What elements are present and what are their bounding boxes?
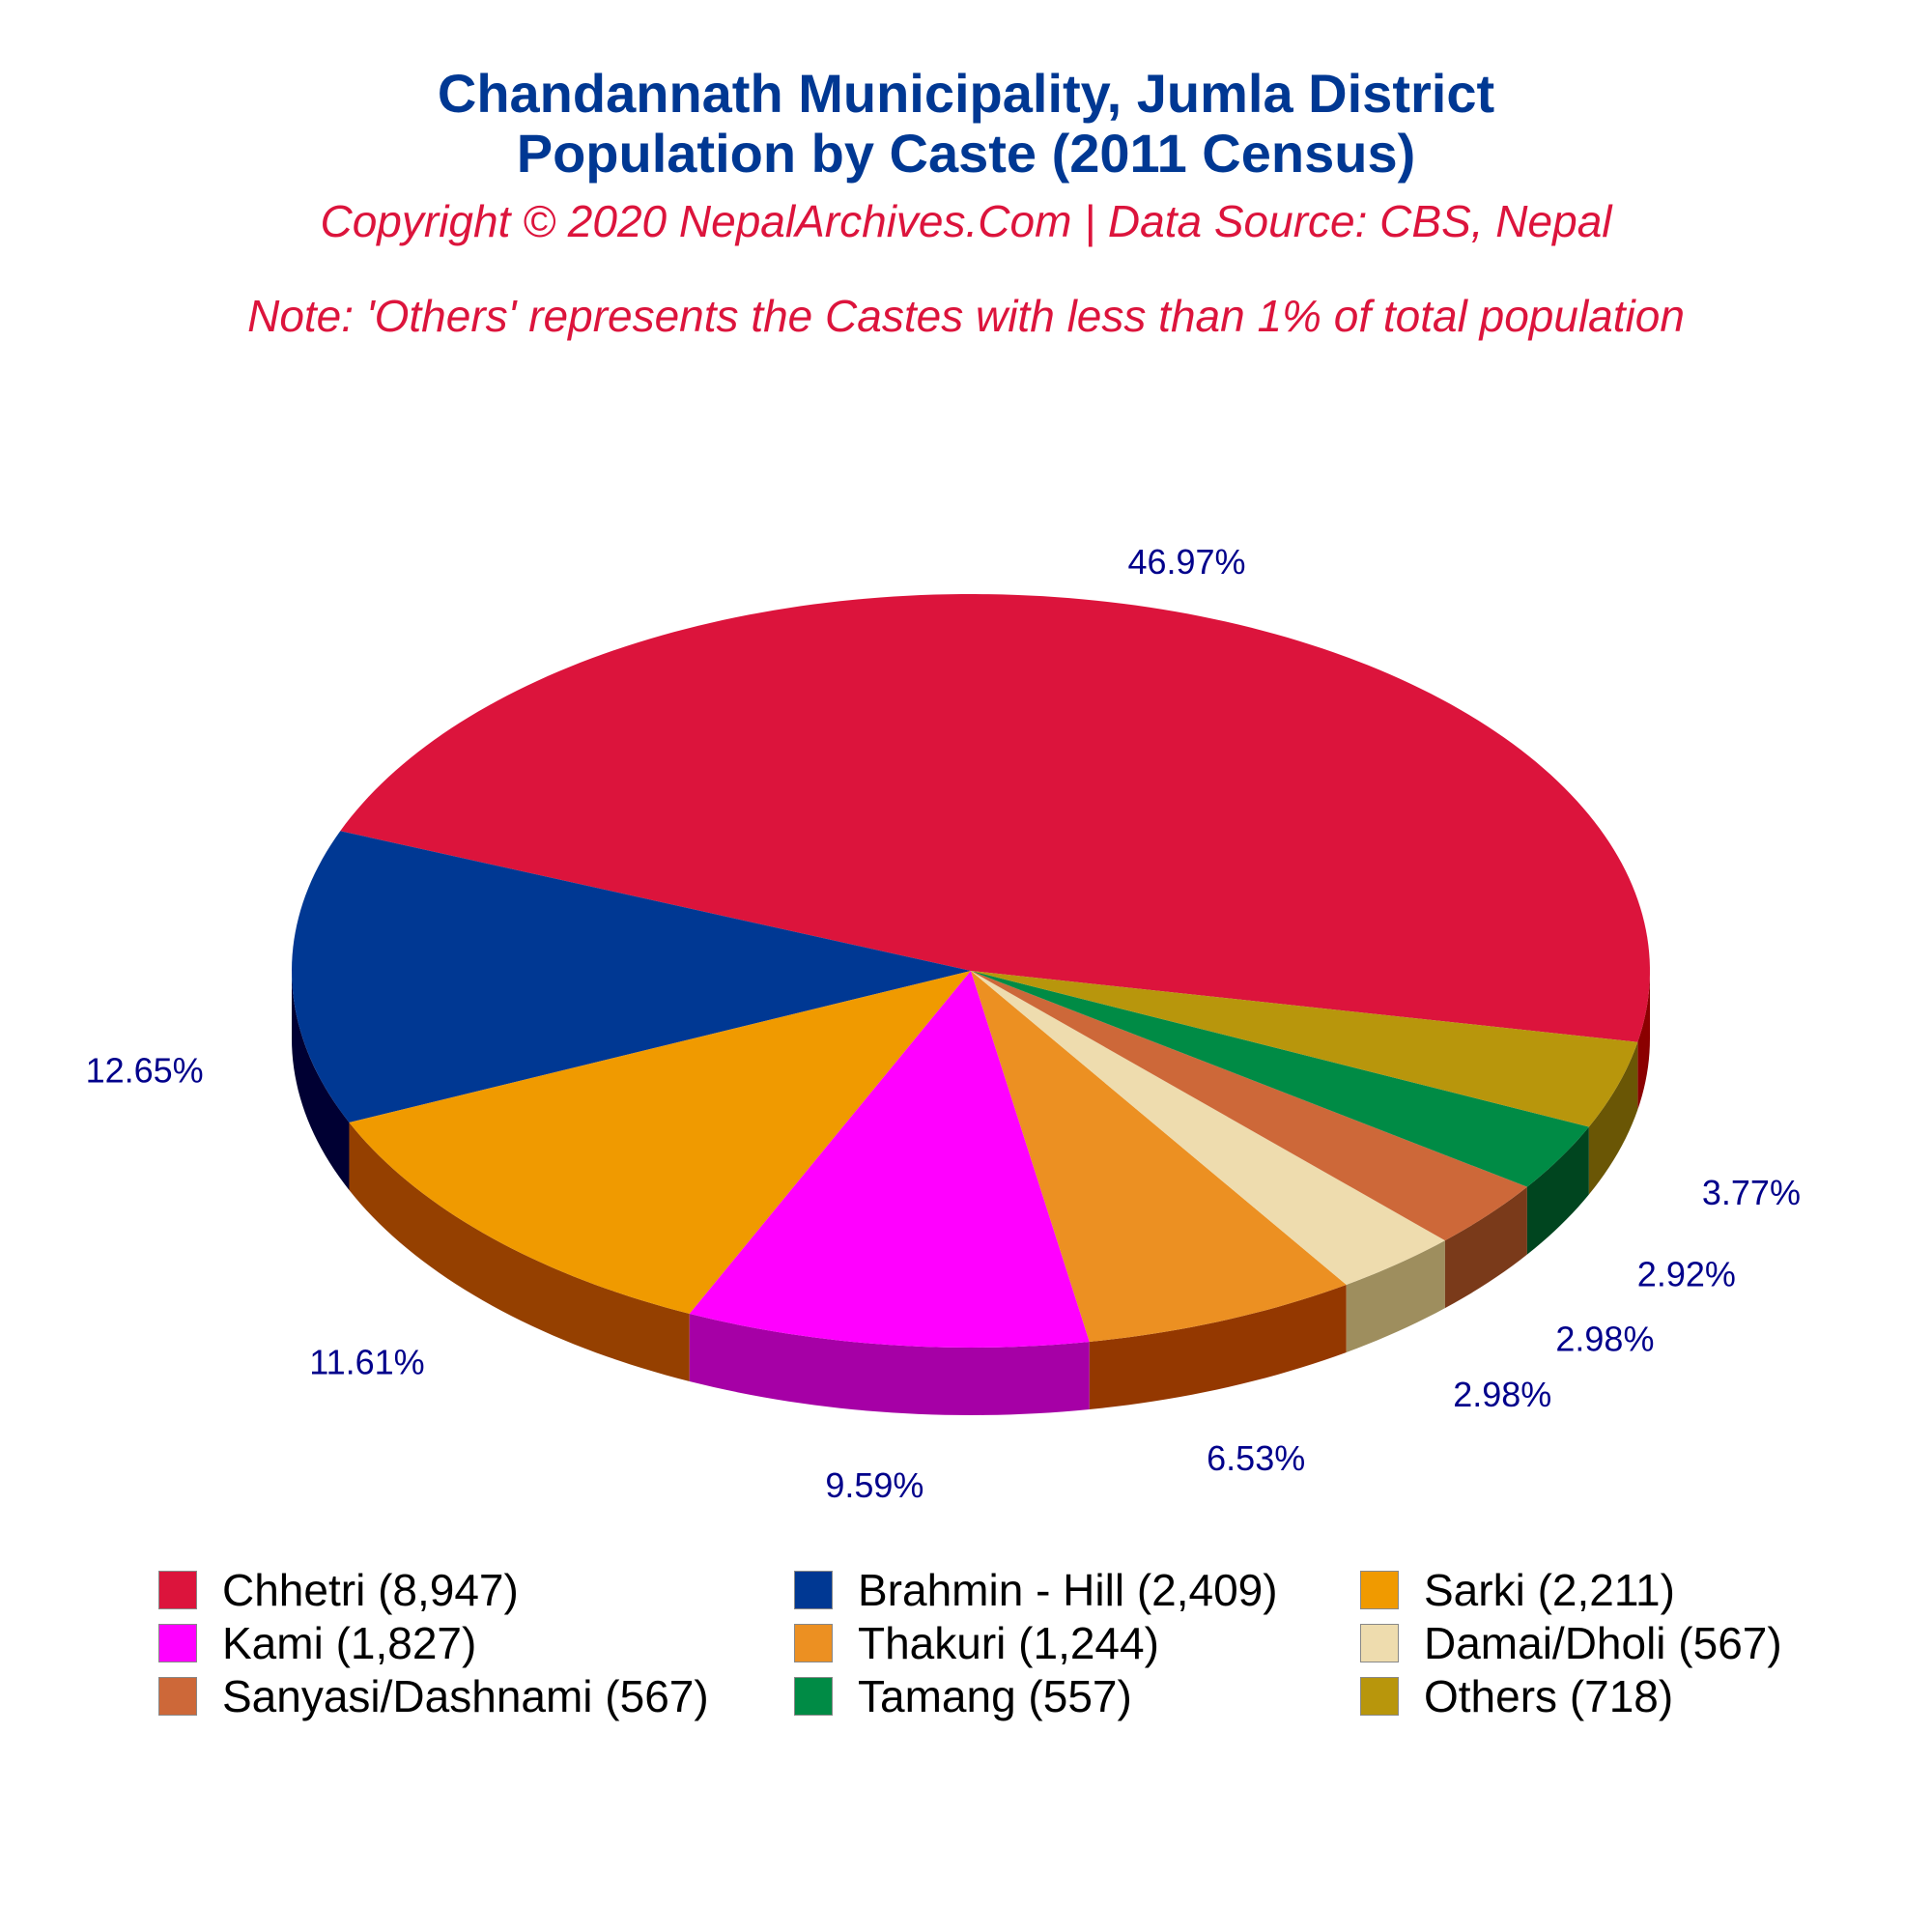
percent-label-tamang: 2.92%: [1637, 1255, 1736, 1294]
pie-slice-damai-dholi: [971, 971, 1445, 1285]
pie-depth: [292, 971, 1650, 1415]
legend-item: Thakuri (1,244): [794, 1616, 1159, 1670]
legend-swatch: [158, 1624, 197, 1662]
percent-label-damai-dholi: 2.98%: [1453, 1375, 1551, 1414]
slice-side-damai-dholi: [1346, 1240, 1445, 1352]
legend-swatch: [794, 1624, 833, 1662]
legend-item: Others (718): [1360, 1669, 1673, 1723]
slice-side-sarki: [349, 1122, 690, 1381]
slice-side-brahmin-hill: [292, 971, 350, 1190]
legend-item: Sarki (2,211): [1360, 1563, 1675, 1617]
legend-item: Kami (1,827): [158, 1616, 476, 1670]
percent-label-thakuri: 6.53%: [1207, 1438, 1305, 1478]
legend-swatch: [158, 1677, 197, 1716]
legend-swatch: [794, 1571, 833, 1609]
legend-swatch: [794, 1677, 833, 1716]
legend-swatch: [1360, 1571, 1399, 1609]
pie-slice-tamang: [971, 971, 1589, 1187]
percent-label-chhetri: 46.97%: [1127, 542, 1245, 582]
slice-side-chhetri: [1637, 971, 1650, 1110]
legend-label: Tamang (557): [858, 1671, 1132, 1721]
slice-side-thakuri: [1089, 1284, 1347, 1409]
percent-labels: 46.97% 12.65% 11.61% 9.59% 6.53% 2.98%2.98% 2.…: [86, 542, 1801, 1505]
legend-label: Sanyasi/Dashnami (567): [222, 1671, 709, 1721]
legend-swatch: [158, 1571, 197, 1609]
percent-label-others: 3.77%: [1702, 1173, 1801, 1212]
legend-swatch: [1360, 1624, 1399, 1662]
legend-label: Sarki (2,211): [1424, 1565, 1675, 1615]
legend-item: Brahmin - Hill (2,409): [794, 1563, 1278, 1617]
percent-label-sanyasi-dashnami: 2.98%: [1555, 1319, 1654, 1358]
legend-label: Chhetri (8,947): [222, 1565, 519, 1615]
legend-item: Chhetri (8,947): [158, 1563, 519, 1617]
pie-slice-thakuri: [971, 971, 1347, 1342]
chart-note: Note: 'Others' represents the Castes wit…: [247, 291, 1685, 341]
pie-slice-kami: [689, 971, 1090, 1348]
pie-slice-sanyasi-dashnami: [971, 971, 1527, 1241]
slice-side-sanyasi-dashnami: [1444, 1186, 1527, 1309]
legend-label: Brahmin - Hill (2,409): [858, 1565, 1278, 1615]
legend-label: Kami (1,827): [222, 1618, 477, 1668]
slice-side-kami: [689, 1313, 1090, 1415]
pie-slice-chhetri: [340, 594, 1650, 1042]
legend-item: Sanyasi/Dashnami (567): [158, 1669, 709, 1723]
legend-label: Others (718): [1424, 1671, 1674, 1721]
percent-label-kami: 9.59%: [825, 1465, 923, 1505]
percent-label-sarki: 11.61%: [309, 1343, 424, 1382]
slice-side-others: [1588, 1041, 1638, 1195]
legend-item: Damai/Dholi (567): [1360, 1616, 1782, 1670]
chart-title-line1: Chandannath Municipality, Jumla District: [437, 63, 1495, 124]
legend-label: Damai/Dholi (567): [1424, 1618, 1782, 1668]
pie-slice-sarki: [349, 971, 972, 1314]
legend-swatch: [1360, 1677, 1399, 1716]
copyright-subtitle: Copyright © 2020 NepalArchives.Com | Dat…: [320, 196, 1612, 246]
chart-title-line2: Population by Caste (2011 Census): [516, 123, 1416, 184]
pie-slice-brahmin-hill: [292, 831, 971, 1122]
percent-label-brahmin-hill: 12.65%: [86, 1051, 204, 1091]
pie-slice-others: [971, 971, 1638, 1127]
slice-side-tamang: [1526, 1126, 1589, 1255]
legend-item: Tamang (557): [794, 1669, 1132, 1723]
legend-label: Thakuri (1,244): [858, 1618, 1159, 1668]
pie-slices: [292, 594, 1650, 1348]
